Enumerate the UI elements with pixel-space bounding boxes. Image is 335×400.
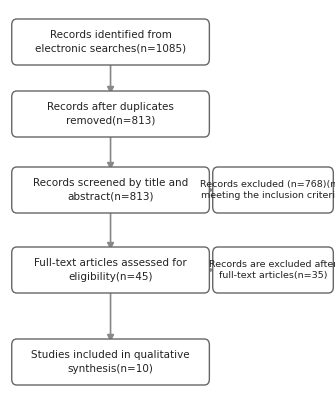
Text: Full-text articles assessed for
eligibility(n=45): Full-text articles assessed for eligibil… bbox=[34, 258, 187, 282]
FancyBboxPatch shape bbox=[12, 19, 209, 65]
FancyBboxPatch shape bbox=[213, 247, 333, 293]
Text: Records identified from
electronic searches(n=1085): Records identified from electronic searc… bbox=[35, 30, 186, 54]
FancyBboxPatch shape bbox=[213, 167, 333, 213]
Text: Records after duplicates
removed(n=813): Records after duplicates removed(n=813) bbox=[47, 102, 174, 126]
FancyBboxPatch shape bbox=[12, 167, 209, 213]
Text: Records are excluded after
full-text articles(n=35): Records are excluded after full-text art… bbox=[209, 260, 335, 280]
Text: Records screened by title and
abstract(n=813): Records screened by title and abstract(n… bbox=[33, 178, 188, 202]
FancyBboxPatch shape bbox=[12, 91, 209, 137]
Text: Studies included in qualitative
synthesis(n=10): Studies included in qualitative synthesi… bbox=[31, 350, 190, 374]
FancyBboxPatch shape bbox=[12, 339, 209, 385]
Text: Records excluded (n=768)(not
meeting the inclusion criteria): Records excluded (n=768)(not meeting the… bbox=[200, 180, 335, 200]
FancyBboxPatch shape bbox=[12, 247, 209, 293]
